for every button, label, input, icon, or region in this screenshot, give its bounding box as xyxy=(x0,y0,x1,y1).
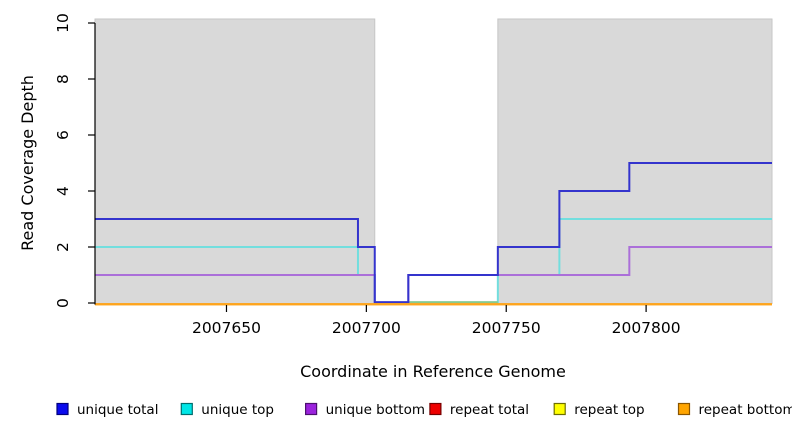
y-tick-label: 10 xyxy=(54,13,72,33)
legend-swatch-repeat-bottom xyxy=(677,402,691,416)
axes-layer: 0 2 4 6 8 10 2007650 2007700 2007750 2007800 xyxy=(54,13,681,337)
legend-swatch-unique-bottom xyxy=(305,402,318,416)
series-layer xyxy=(95,162,772,306)
covered-region-left xyxy=(94,18,376,304)
series-line-unique-total xyxy=(95,162,772,304)
panel-layer xyxy=(94,18,773,304)
legend-swatch-unique-top xyxy=(180,402,193,416)
legend-label-unique-total: unique total xyxy=(77,402,158,418)
y-tick-label: 2 xyxy=(54,242,72,252)
legend-label-unique-top: unique top xyxy=(201,402,274,418)
legend-label-repeat-total: repeat total xyxy=(450,402,529,418)
y-tick-label: 4 xyxy=(54,186,72,196)
legend-swatch-repeat-total xyxy=(429,402,442,416)
y-axis-title: Read Coverage Depth xyxy=(18,75,37,251)
legend-label-repeat-top: repeat top xyxy=(574,402,644,418)
x-tick-label: 2007750 xyxy=(472,319,541,337)
x-tick-label: 2007650 xyxy=(192,319,261,337)
legend: unique total unique top unique bottom repea… xyxy=(56,402,792,418)
y-tick-label: 6 xyxy=(54,130,72,140)
covered-region-right xyxy=(497,18,773,304)
legend-swatch-unique-total xyxy=(56,402,69,416)
legend-label-repeat-bottom: repeat bottom xyxy=(699,402,792,418)
legend-label-unique-bottom: unique bottom xyxy=(326,402,425,418)
y-tick-label: 0 xyxy=(54,298,72,308)
y-tick-label: 8 xyxy=(54,74,72,84)
legend-swatch-repeat-top xyxy=(553,402,566,416)
x-axis-title: Coordinate in Reference Genome xyxy=(300,362,566,381)
x-tick-label: 2007800 xyxy=(612,319,681,337)
x-tick-label: 2007700 xyxy=(332,319,401,337)
